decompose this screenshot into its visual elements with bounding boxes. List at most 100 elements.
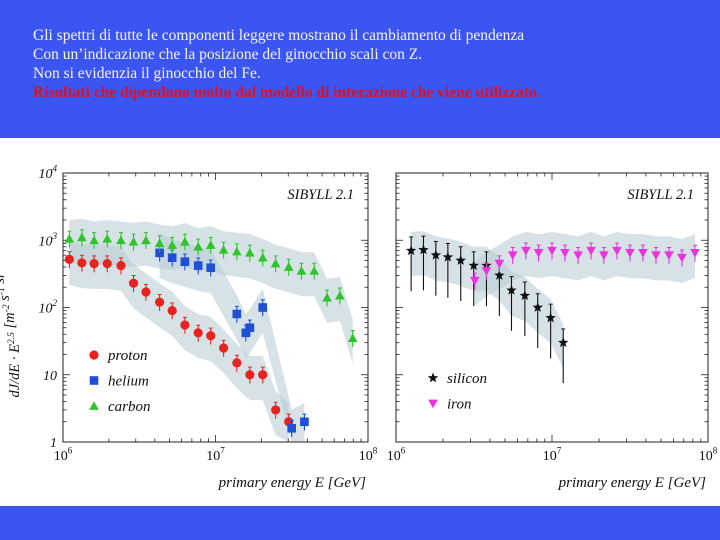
data-point-helium: [241, 328, 251, 338]
data-point-silicon: [545, 312, 556, 323]
chart-panel-1: 106 107 108 1 10 102 103 104 SIBYLL 2.1 primary e…: [0, 164, 378, 491]
title-band: [0, 0, 720, 138]
data-point-iron: [533, 248, 544, 258]
data-point-carbon: [270, 258, 281, 268]
data-point-iron: [677, 253, 687, 263]
data-point-iron: [470, 276, 480, 286]
legend-marker-iron: [428, 399, 438, 409]
legend-marker-proton: [89, 350, 99, 360]
data-point-carbon: [77, 232, 87, 242]
text-line-3: Non si evidenzia il ginocchio del Fe.: [33, 65, 261, 82]
legend-label-iron: iron: [447, 397, 471, 413]
data-point-silicon: [418, 244, 429, 255]
data-point-silicon: [494, 269, 505, 280]
y-tick-label: 10: [43, 369, 57, 384]
data-point-carbon: [245, 248, 255, 257]
data-point-silicon: [506, 284, 517, 295]
data-point-proton: [77, 258, 87, 268]
data-point-helium: [287, 423, 297, 433]
y-tick-label: 1: [50, 436, 57, 451]
data-point-helium: [167, 253, 177, 263]
series-proton: [64, 251, 294, 431]
data-point-helium: [258, 303, 268, 312]
uncertainty-band-3: [69, 218, 353, 364]
data-point-helium: [300, 417, 309, 427]
data-point-carbon: [89, 235, 99, 245]
data-point-carbon: [141, 235, 151, 245]
data-point-proton: [141, 287, 151, 297]
data-point-proton: [89, 258, 99, 269]
data-point-carbon: [309, 266, 320, 275]
data-point-carbon: [322, 292, 332, 302]
data-point-proton: [102, 258, 112, 269]
data-point-iron: [599, 251, 609, 260]
data-point-proton: [180, 320, 190, 330]
data-point-carbon: [257, 252, 268, 262]
data-point-carbon: [347, 333, 358, 343]
legend-label-proton: proton: [107, 348, 147, 364]
y-tick-label: 104: [38, 164, 57, 182]
legend-label-silicon: silicon: [447, 371, 487, 387]
data-point-helium: [206, 263, 215, 273]
series-iron: [470, 242, 700, 290]
data-point-proton: [167, 305, 177, 316]
legend-label-helium: helium: [108, 374, 149, 390]
data-point-silicon: [442, 251, 454, 262]
chart-title: SIBYLL 2.1: [627, 187, 694, 203]
data-point-proton: [232, 358, 242, 368]
series-silicon: [405, 235, 569, 384]
slide-text: Gli spettri di tutte le componenti legge…: [33, 26, 717, 102]
x-tick-label: 108: [699, 446, 718, 464]
x-tick-label: 108: [359, 446, 378, 464]
data-point-proton: [271, 405, 281, 415]
legend-label-carbon: carbon: [108, 399, 151, 415]
data-point-iron: [560, 248, 570, 258]
data-point-proton: [116, 260, 126, 271]
x-axis-label: primary energy E [GeV]: [218, 475, 366, 491]
data-point-silicon: [430, 249, 442, 260]
data-point-iron: [494, 259, 505, 269]
data-point-silicon: [405, 245, 417, 256]
data-point-helium: [232, 309, 242, 319]
uncertainty-band-1: [69, 240, 289, 442]
data-point-iron: [481, 267, 492, 276]
data-point-iron: [690, 248, 700, 258]
y-axis-label: dJ/dE · E2.5 [m-2 s-1 sr-1 GeV1.5]: [0, 217, 23, 397]
data-point-carbon: [296, 266, 307, 275]
data-point-silicon: [455, 255, 466, 265]
data-point-silicon: [468, 260, 479, 270]
uncertainty-band-1: [411, 231, 564, 368]
data-point-silicon: [532, 302, 543, 312]
legend-marker-helium: [89, 376, 99, 385]
series-helium: [155, 244, 309, 438]
x-tick-label: 106: [54, 446, 73, 464]
data-point-proton: [218, 343, 229, 353]
data-point-carbon: [154, 238, 165, 248]
x-tick-label: 107: [543, 446, 562, 464]
chart-title: SIBYLL 2.1: [287, 187, 354, 203]
y-tick-label: 102: [38, 298, 57, 316]
data-point-proton: [193, 328, 203, 338]
data-point-carbon: [102, 234, 113, 243]
chart-panel-2: 106 107 108 SIBYLL 2.1 primary energy E [GeV…: [387, 172, 718, 491]
data-point-iron: [638, 248, 648, 258]
data-point-iron: [612, 246, 622, 256]
data-point-carbon: [193, 241, 203, 251]
x-axis-label: primary energy E [GeV]: [558, 475, 706, 491]
data-point-helium: [155, 248, 164, 258]
data-point-carbon: [218, 245, 229, 254]
data-point-carbon: [167, 240, 177, 249]
uncertainty-band-2: [159, 234, 305, 442]
data-point-proton: [64, 254, 74, 264]
data-point-carbon: [283, 262, 294, 271]
legend-marker-silicon: [427, 372, 439, 383]
x-tick-label: 106: [387, 446, 406, 464]
data-point-proton: [245, 370, 255, 380]
legend-marker-carbon: [89, 401, 99, 410]
data-point-proton: [206, 331, 216, 341]
series-carbon: [64, 229, 358, 347]
x-tick-label: 107: [206, 446, 225, 464]
data-point-proton: [155, 297, 165, 307]
data-point-iron: [547, 246, 557, 256]
data-point-iron: [586, 246, 596, 256]
